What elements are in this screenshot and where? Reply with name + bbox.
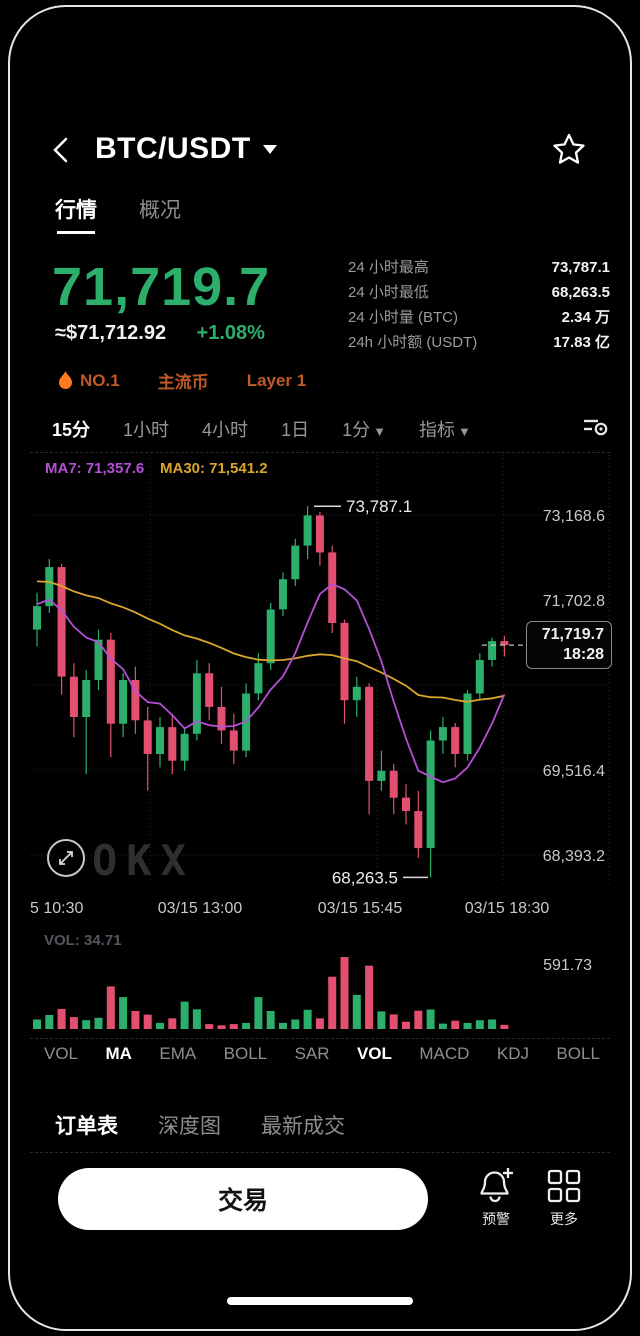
more-label: 更多 — [550, 1211, 578, 1227]
market-tab-bar: 订单表 深度图 最新成交 — [55, 1110, 385, 1140]
svg-text:03/15 13:00: 03/15 13:00 — [158, 900, 243, 917]
grid-icon — [547, 1169, 581, 1203]
timeframe-bar: 15分 1小时 4小时 1日 1分 ▼ 指标 ▼ — [52, 414, 610, 443]
fiat-price: ≈$71,712.92 — [55, 322, 167, 344]
badge-rank-no1[interactable]: NO.1 — [58, 368, 120, 393]
stat-label: 24 小时量 (BTC) — [348, 309, 459, 326]
svg-text:73,168.6: 73,168.6 — [543, 508, 605, 525]
back-button[interactable] — [48, 134, 74, 171]
candlestick-svg: 73,787.1 68,263.5 73,168.6 71,702.8 69,516.4… — [30, 455, 610, 917]
tab-overview[interactable]: 概况 — [139, 199, 181, 222]
tab-quotes[interactable]: 行情 — [55, 194, 97, 234]
svg-text:73,787.1: 73,787.1 — [346, 497, 412, 516]
price-chart[interactable]: 73,787.1 68,263.5 73,168.6 71,702.8 69,516.4… — [30, 455, 610, 920]
flame-icon — [59, 371, 72, 389]
ind-vol-1[interactable]: VOL — [44, 1044, 79, 1063]
chevron-down-icon — [262, 144, 277, 154]
ind-vol-2[interactable]: VOL — [356, 1044, 392, 1063]
ind-boll-1[interactable]: BOLL — [223, 1044, 268, 1063]
badge-layer-1[interactable]: Layer 1 — [246, 370, 307, 390]
favorite-button[interactable] — [551, 131, 587, 172]
pair-selector[interactable]: BTC/USDT — [95, 132, 277, 166]
ind-ma[interactable]: MA — [105, 1044, 132, 1063]
svg-text:71,702.8: 71,702.8 — [543, 593, 605, 610]
price-subline: ≈$71,712.92 +1.08% — [55, 322, 265, 345]
tf-1d[interactable]: 1日 — [281, 419, 310, 440]
ind-boll-2[interactable]: BOLL — [556, 1044, 600, 1063]
stats-panel: 24 小时最高 73,787.1 24 小时最低 68,263.5 24 小时量 (BT… — [348, 255, 610, 355]
svg-text:03/15 15:45: 03/15 15:45 — [318, 900, 403, 917]
home-indicator[interactable] — [227, 1297, 413, 1305]
more-button[interactable]: 更多 — [546, 1168, 582, 1229]
badge-mainstream-coin[interactable]: 主流币 — [157, 373, 209, 392]
stat-value: 2.34 万 — [561, 309, 610, 326]
expand-chart-button[interactable] — [47, 839, 85, 877]
stat-turnover-usdt-24h: 24h 小时额 (USDT) 17.83 亿 — [348, 330, 610, 355]
stat-label: 24 小时最高 — [348, 259, 429, 276]
stat-value: 68,263.5 — [551, 284, 610, 301]
ind-macd[interactable]: MACD — [419, 1044, 470, 1063]
svg-text:68,263.5: 68,263.5 — [332, 868, 398, 887]
indicators-dropdown[interactable]: 指标 ▼ — [418, 419, 471, 440]
top-tab-bar: 行情 概况 — [55, 194, 223, 234]
indicator-bar: VOL MA EMA BOLL SAR VOL MACD KDJ BOLL — [44, 1044, 600, 1064]
svg-text:69,516.4: 69,516.4 — [543, 763, 605, 780]
divider — [30, 1038, 610, 1039]
current-time: 18:28 — [563, 646, 604, 663]
volume-svg: VOL: 34.71 591.73 — [33, 932, 592, 1029]
divider — [30, 452, 610, 453]
current-price-tag: 71,719.7 18:28 — [526, 621, 612, 669]
trade-button[interactable]: 交易 — [58, 1168, 428, 1230]
bell-plus-icon — [480, 1168, 513, 1203]
tab-latest-trades[interactable]: 最新成交 — [261, 1115, 345, 1138]
indicator-settings-icon — [584, 419, 608, 436]
chevron-down-icon: ▼ — [457, 423, 471, 439]
tf-1m-dropdown[interactable]: 1分 ▼ — [342, 419, 386, 440]
tab-depth-chart[interactable]: 深度图 — [158, 1115, 221, 1138]
star-icon — [553, 133, 585, 164]
svg-text:03/15 18:30: 03/15 18:30 — [465, 900, 550, 917]
alert-label: 预警 — [482, 1211, 510, 1227]
badge-row: NO.1 主流币 Layer 1 — [58, 368, 344, 393]
volume-chart[interactable]: VOL: 34.71 591.73 — [30, 925, 610, 1037]
current-price: 71,719.7 — [541, 626, 604, 643]
stat-high-24h: 24 小时最高 73,787.1 — [348, 255, 610, 280]
tf-4h[interactable]: 4小时 — [202, 419, 249, 440]
tab-order-book[interactable]: 订单表 — [55, 1115, 118, 1138]
stat-volume-btc-24h: 24 小时量 (BTC) 2.34 万 — [348, 305, 610, 330]
tf-15m[interactable]: 15分 — [52, 419, 91, 440]
page-title: BTC/USDT — [95, 132, 251, 165]
stat-value: 17.83 亿 — [553, 334, 610, 351]
stat-value: 73,787.1 — [551, 259, 610, 276]
svg-text:591.73: 591.73 — [543, 957, 592, 974]
svg-text:5 10:30: 5 10:30 — [30, 900, 83, 917]
stat-label: 24h 小时额 (USDT) — [348, 334, 478, 351]
back-chevron-icon — [53, 137, 68, 163]
svg-text:68,393.2: 68,393.2 — [543, 848, 605, 865]
stat-low-24h: 24 小时最低 68,263.5 — [348, 280, 610, 305]
divider — [30, 1152, 610, 1153]
expand-icon — [59, 851, 73, 865]
stat-label: 24 小时最低 — [348, 284, 429, 301]
change-percent: +1.08% — [196, 322, 265, 344]
ind-kdj[interactable]: KDJ — [496, 1044, 529, 1063]
svg-text:VOL: 34.71: VOL: 34.71 — [44, 932, 122, 949]
ind-ema[interactable]: EMA — [159, 1044, 197, 1063]
okx-watermark: OKX — [92, 836, 195, 885]
chevron-down-icon: ▼ — [373, 423, 386, 439]
chart-settings-button[interactable] — [582, 414, 610, 443]
last-price: 71,719.7 — [52, 257, 271, 317]
ind-sar[interactable]: SAR — [294, 1044, 330, 1063]
tf-1h[interactable]: 1小时 — [123, 419, 170, 440]
svg-text:MA30: 71,541.2: MA30: 71,541.2 — [160, 460, 268, 477]
alert-button[interactable]: 预警 — [476, 1166, 516, 1229]
svg-text:MA7: 71,357.6: MA7: 71,357.6 — [45, 460, 144, 477]
